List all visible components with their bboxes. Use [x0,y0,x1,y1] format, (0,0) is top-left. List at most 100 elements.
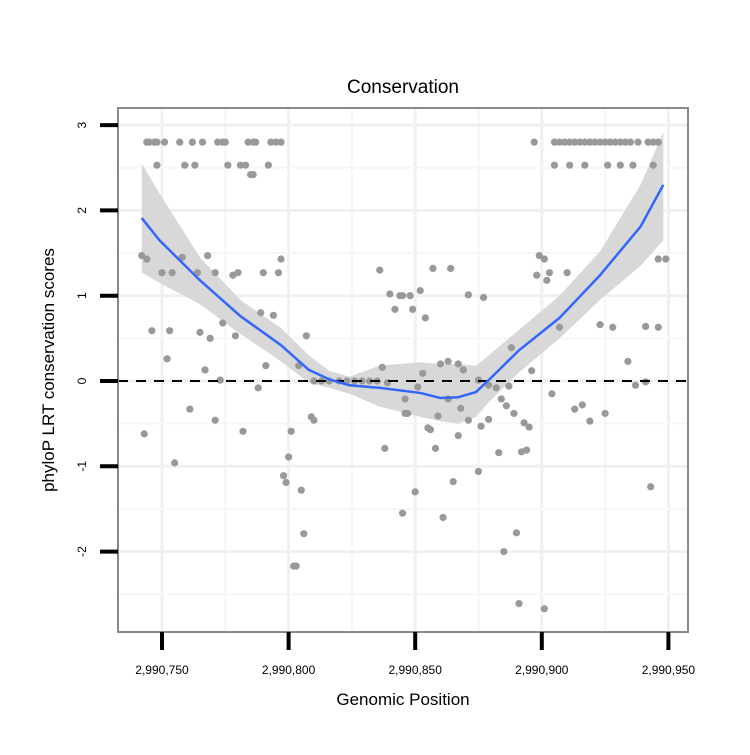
data-point [535,252,543,260]
data-point [576,138,584,146]
confidence-ribbon [141,131,664,424]
data-point [153,161,161,169]
data-point [239,427,247,435]
data-point [512,529,521,537]
y-tick-label: 0 [75,377,89,384]
data-point [654,138,662,146]
data-point [419,369,427,377]
data-point [269,311,278,319]
y-tick-label: 3 [75,121,89,128]
data-point [186,405,194,413]
data-point [662,255,670,263]
data-point [178,253,186,261]
data-point [439,513,447,522]
data-point [464,416,472,424]
data-point [244,138,252,146]
data-point [464,291,472,299]
data-point [454,431,462,440]
data-point [447,264,455,273]
data-point [624,357,632,365]
data-point [545,269,553,277]
data-point [358,377,366,385]
confidence-ribbon-group [141,131,664,424]
data-point [310,377,318,385]
data-point [611,138,619,146]
data-point [540,255,548,263]
data-point [616,161,624,169]
data-point [234,269,242,277]
data-point [591,138,599,146]
data-point [252,138,260,146]
data-point [272,138,280,146]
data-point [191,161,199,169]
data-point [492,384,500,392]
data-point [398,509,407,517]
data-point [449,478,457,486]
data-point [381,444,389,452]
data-point [454,360,462,368]
chart-title: Conservation [347,77,459,98]
data-point [171,459,179,467]
data-point [550,138,559,146]
data-point [188,138,196,146]
data-point [530,138,538,146]
data-point [231,332,240,340]
data-point [145,138,153,146]
data-point [138,252,146,260]
data-point [525,423,533,431]
data-point [282,478,290,487]
data-point [436,360,445,368]
data-point [601,409,609,418]
data-point [404,409,412,418]
data-point [391,305,399,313]
x-tick-label: 2,990,800 [262,663,316,677]
data-point [566,138,574,146]
data-point [259,269,267,277]
data-point [649,138,657,146]
data-point [515,600,523,608]
data-point [160,138,169,146]
data-point [459,366,467,374]
data-point [485,415,493,423]
data-point [257,309,265,317]
data-point [571,405,579,413]
data-point [287,427,295,435]
data-point [474,467,483,476]
data-point [654,255,662,263]
data-point [500,548,508,556]
data-point [378,363,386,371]
data-point [211,269,219,277]
y-axis: -2 -1 0 1 2 3 [75,121,118,557]
data-point [386,290,394,298]
data-point [563,269,571,277]
data-point [586,417,594,425]
data-point [431,444,440,452]
data-point [277,255,285,263]
data-point [444,357,452,365]
y-tick-label: -1 [75,461,89,472]
data-point [163,355,171,363]
data-point [267,138,275,146]
data-point [143,255,151,263]
data-point [642,322,650,331]
data-point [548,390,556,398]
data-point [219,319,227,327]
data-point [540,605,548,613]
data-point [221,138,229,146]
data-point [398,292,407,300]
x-tick-label: 2,990,850 [389,663,443,677]
data-point [153,138,161,146]
data-point [631,381,640,389]
x-axis: 2,990,750 2,990,800 2,990,850 2,990,900 2,99… [135,632,695,677]
data-point [479,293,488,302]
data-point [181,161,189,169]
data-point [596,138,604,146]
data-point [426,426,434,434]
data-point [264,161,272,169]
data-point [300,530,308,538]
x-tick-label: 2,990,900 [515,663,569,677]
data-point [421,314,429,322]
data-point [502,402,510,410]
data-point [523,446,531,454]
data-point [401,395,409,403]
